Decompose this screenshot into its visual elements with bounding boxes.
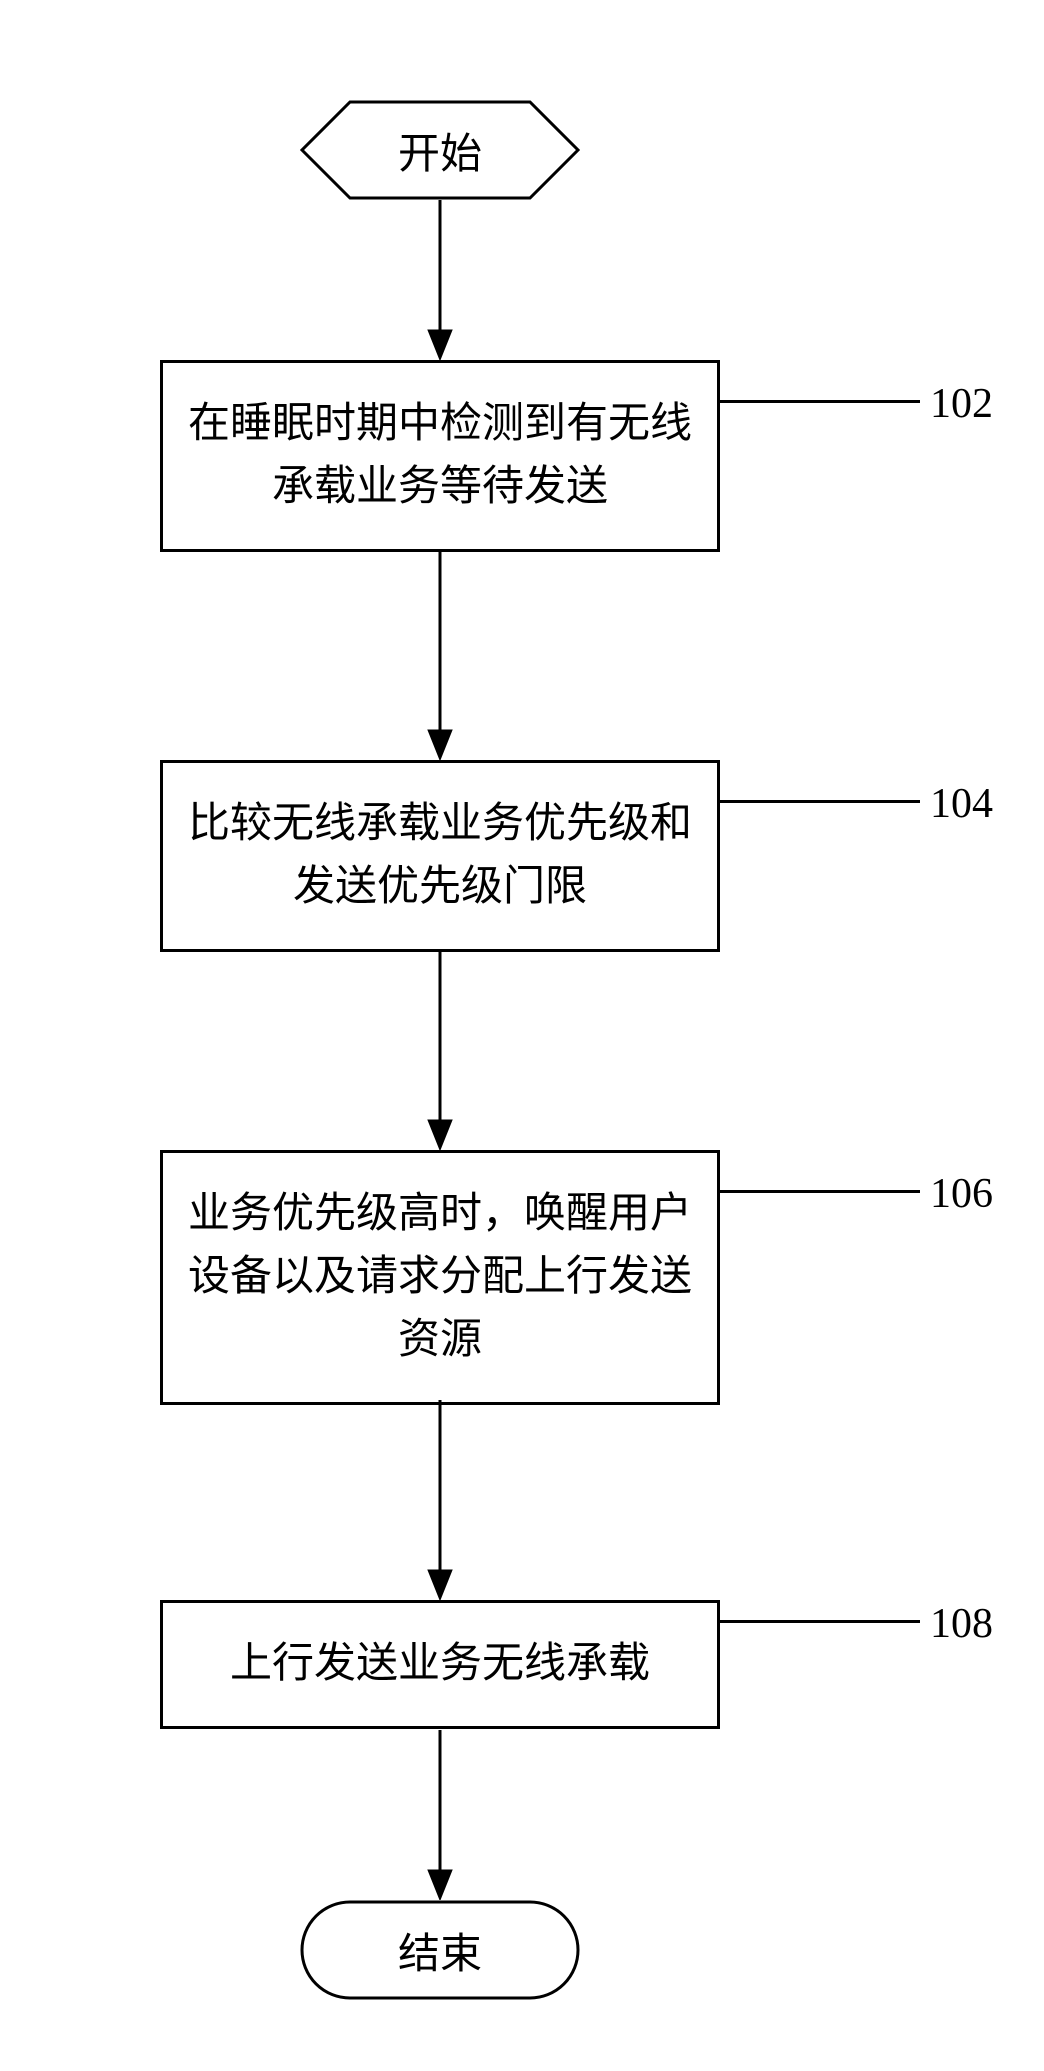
start-terminal: 开始 [300,100,580,200]
ref-label-108: 108 [930,1600,993,1648]
ref-connector-104 [720,800,920,803]
end-terminal: 结束 [300,1900,580,2000]
arrow-1-icon [425,200,455,360]
flowchart-container: 开始 在睡眠时期中检测到有无线承载业务等待发送 比较无线承载业务优先级和发送优先… [20,40,1024,2031]
process-step-3: 业务优先级高时，唤醒用户设备以及请求分配上行发送资源 [160,1150,720,1405]
end-label: 结束 [398,1920,482,1981]
start-label: 开始 [398,120,482,181]
arrow-2-icon [425,550,455,760]
process-step-1-text: 在睡眠时期中检测到有无线承载业务等待发送 [183,393,697,519]
ref-label-102: 102 [930,380,993,428]
process-step-1: 在睡眠时期中检测到有无线承载业务等待发送 [160,360,720,552]
process-step-4: 上行发送业务无线承载 [160,1600,720,1729]
process-step-2: 比较无线承载业务优先级和发送优先级门限 [160,760,720,952]
ref-connector-102 [720,400,920,403]
ref-connector-108 [720,1620,920,1623]
arrow-3-icon [425,950,455,1150]
process-step-2-text: 比较无线承载业务优先级和发送优先级门限 [183,793,697,919]
ref-label-106: 106 [930,1170,993,1218]
arrow-4-icon [425,1400,455,1600]
ref-connector-106 [720,1190,920,1193]
process-step-3-text: 业务优先级高时，唤醒用户设备以及请求分配上行发送资源 [183,1183,697,1372]
ref-label-104: 104 [930,780,993,828]
process-step-4-text: 上行发送业务无线承载 [230,1633,650,1696]
arrow-5-icon [425,1730,455,1900]
